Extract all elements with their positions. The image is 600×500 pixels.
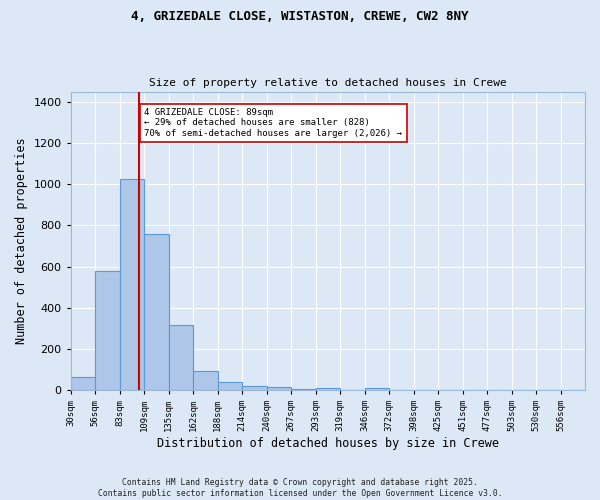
Text: Contains HM Land Registry data © Crown copyright and database right 2025.
Contai: Contains HM Land Registry data © Crown c… [98,478,502,498]
Bar [71,377,95,390]
Bar [169,326,193,390]
Bar [316,388,340,390]
Y-axis label: Number of detached properties: Number of detached properties [15,138,28,344]
Bar [365,388,389,390]
Bar [291,388,316,390]
Title: Size of property relative to detached houses in Crewe: Size of property relative to detached ho… [149,78,507,88]
Bar [242,386,266,390]
Bar [144,234,169,390]
Bar [266,388,291,390]
X-axis label: Distribution of detached houses by size in Crewe: Distribution of detached houses by size … [157,437,499,450]
Text: 4 GRIZEDALE CLOSE: 89sqm
← 29% of detached houses are smaller (828)
70% of semi-: 4 GRIZEDALE CLOSE: 89sqm ← 29% of detach… [144,108,402,138]
Text: 4, GRIZEDALE CLOSE, WISTASTON, CREWE, CW2 8NY: 4, GRIZEDALE CLOSE, WISTASTON, CREWE, CW… [131,10,469,23]
Bar [119,179,144,390]
Bar [95,270,119,390]
Bar [218,382,242,390]
Bar [193,370,218,390]
